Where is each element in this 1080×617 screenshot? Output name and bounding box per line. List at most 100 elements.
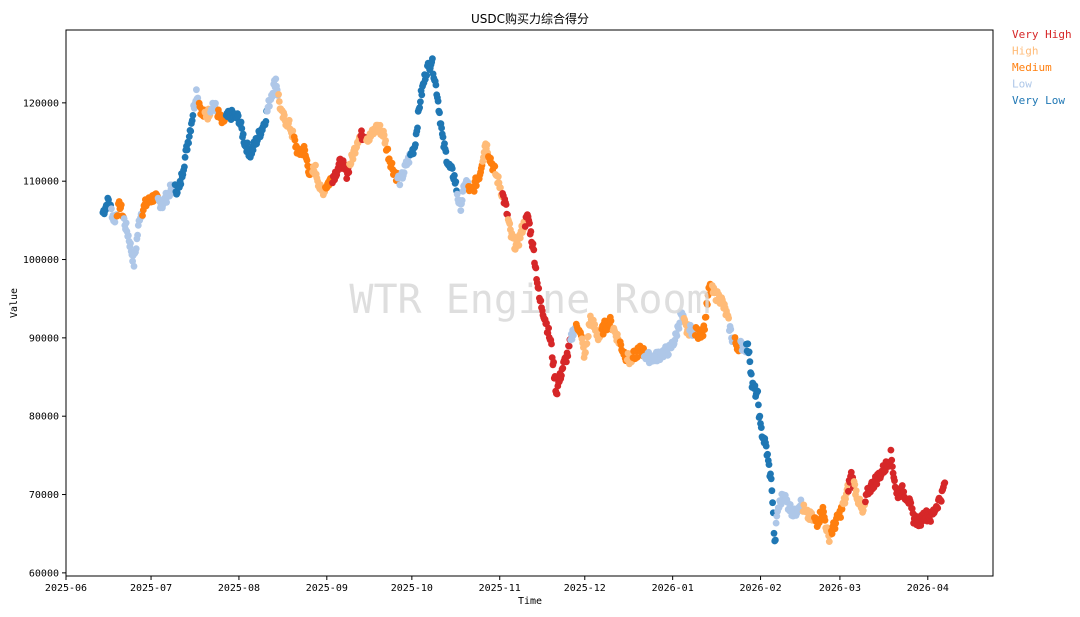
plot-frame [65,29,994,577]
data-point [673,332,681,340]
data-point [244,139,251,147]
data-point [448,165,456,172]
data-point [583,340,591,347]
data-point [772,519,780,527]
data-point [453,190,461,198]
data-point [565,342,573,350]
data-point [249,146,257,154]
data-point [188,117,196,124]
data-point [111,218,119,226]
data-point [762,442,770,450]
data-point [275,91,282,98]
data-point [502,201,510,208]
data-point [117,201,125,209]
data-point [239,130,247,138]
data-point [412,141,419,149]
data-point [756,412,764,420]
data-point [745,348,753,356]
x-tick-label: 2026-03 [819,583,861,594]
x-tick-label: 2025-12 [564,583,606,594]
data-point [129,257,137,265]
data-point [134,231,142,239]
data-point [396,181,404,189]
legend-entry: Medium [1012,61,1052,74]
data-point [564,352,572,360]
data-point [483,141,491,149]
data-point [820,508,827,516]
data-point [345,168,353,176]
x-tick-label: 2026-02 [739,583,781,594]
data-point [439,133,447,141]
data-points [99,55,949,545]
data-point [409,150,417,158]
data-point [400,169,408,177]
y-tick-label: 120000 [23,98,59,109]
data-point [189,112,197,119]
data-point [786,501,794,508]
data-point [351,149,359,157]
data-point [889,463,896,470]
data-point [442,148,450,155]
data-point [891,477,898,485]
data-point [934,504,942,512]
data-point [845,487,852,495]
data-point [458,197,466,204]
data-point [591,321,599,328]
data-point [764,450,771,458]
data-point [797,496,805,504]
x-tick-label: 2026-01 [652,583,694,594]
data-point [280,111,288,119]
data-point [754,387,762,395]
data-point [751,382,759,390]
data-point [506,220,514,228]
data-point [301,146,309,154]
data-point [545,324,552,332]
x-tick-label: 2026-04 [907,583,949,594]
data-point [266,102,273,110]
data-point [665,351,672,358]
x-tick-label: 2025-07 [130,583,172,594]
data-point [418,91,426,99]
data-point [451,172,458,179]
data-point [838,505,846,513]
data-point [768,487,776,495]
data-point [831,525,839,533]
data-point [859,507,867,514]
data-point [457,207,465,215]
data-point [183,146,191,154]
data-point [529,240,537,248]
data-point [237,118,245,126]
data-point [559,364,567,372]
legend-entry: Very Low [1012,94,1065,107]
data-point [441,140,448,148]
data-point [907,499,915,507]
y-tick-label: 70000 [29,490,59,501]
data-point [470,188,478,195]
data-point [349,155,357,163]
data-point [139,212,146,219]
data-point [429,55,436,63]
data-point [770,529,778,537]
data-point [537,297,545,305]
data-point [187,127,195,135]
data-point [452,178,460,186]
data-point [432,81,440,89]
legend-entry: High [1012,45,1039,58]
data-point [122,219,130,227]
data-point [181,153,189,161]
data-point [376,121,384,129]
data-point [423,72,431,79]
data-point [888,456,896,464]
data-point [563,358,570,366]
legend-entry: Very High [1012,28,1072,41]
data-point [757,424,765,431]
data-point [108,205,115,213]
data-point [837,514,844,521]
data-point [701,326,708,333]
data-point [553,390,561,398]
data-point [530,246,538,254]
data-point [516,234,524,242]
y-axis-ticks: 60000 70000 80000 90000 100000 110000 120000 [23,98,66,579]
data-point [765,461,773,468]
data-point [702,313,710,321]
